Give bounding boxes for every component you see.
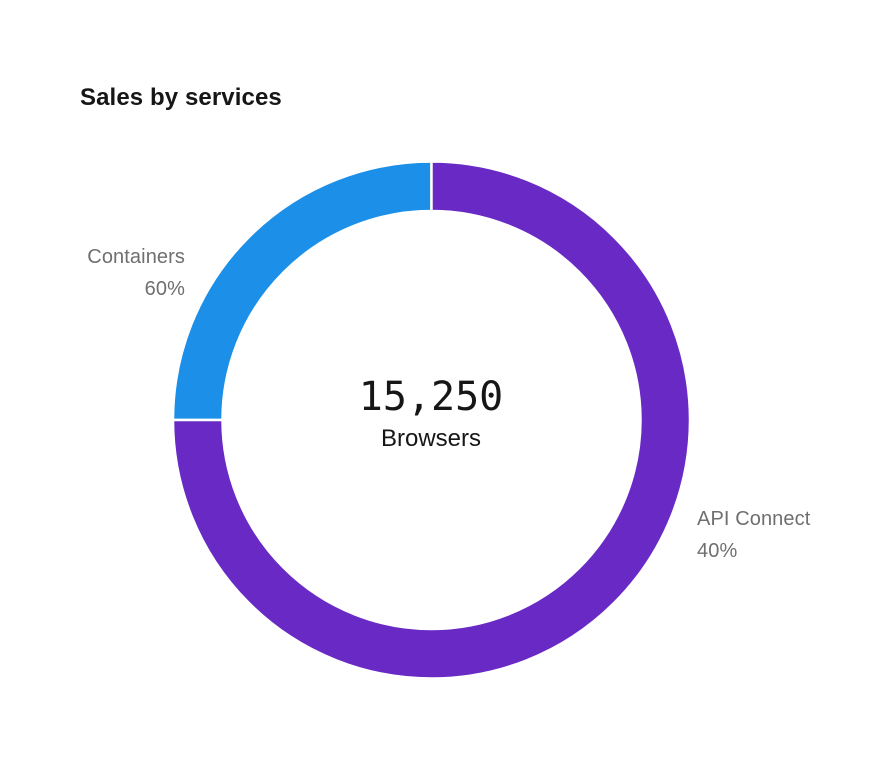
- segment-name-label: API Connect: [697, 508, 811, 530]
- segment-percent-label: 40%: [697, 540, 738, 562]
- segment-percent-label: 60%: [144, 278, 185, 300]
- donut-center-value: 15,250: [358, 374, 504, 420]
- chart-title: Sales by services: [80, 84, 282, 111]
- segment-name-label: Containers: [87, 246, 185, 268]
- donut-segment-api-connect[interactable]: [171, 160, 692, 680]
- donut-center-text: 15,250 Browsers: [359, 374, 504, 453]
- callout-label-containers: Containers 60%: [87, 241, 185, 305]
- callout-label-api-connect: API Connect 40%: [697, 503, 810, 567]
- donut-center-label: Browsers: [380, 425, 482, 452]
